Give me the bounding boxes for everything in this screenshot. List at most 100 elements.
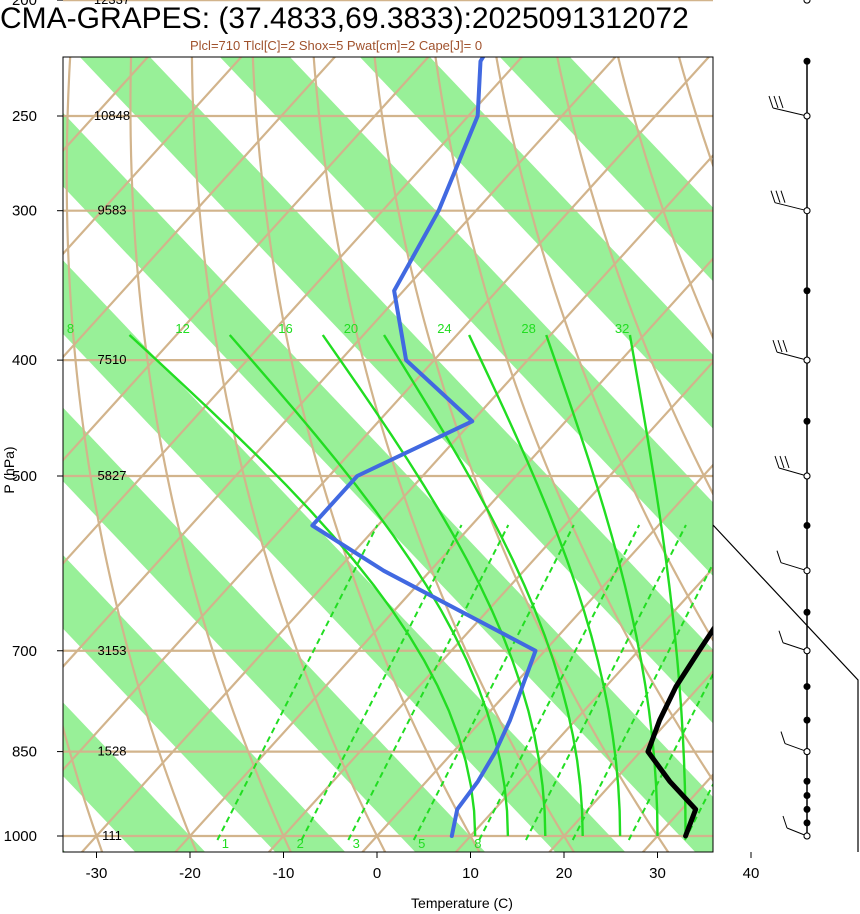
mixing-ratio-label: 3 <box>353 836 360 851</box>
temperature-tick-label: 40 <box>743 865 760 882</box>
isotherm-line <box>822 0 860 861</box>
adiabat-band <box>359 57 713 429</box>
wind-level-dot <box>803 716 811 724</box>
isobar-lines <box>63 0 713 838</box>
dry-adiabat-line <box>556 57 713 497</box>
saturated-adiabat <box>545 334 659 837</box>
dry-adiabat-line <box>129 57 292 852</box>
wind-barbs <box>712 0 859 852</box>
wind-level-open-dot <box>803 0 811 4</box>
adiabat-band <box>219 57 713 577</box>
wind-level-dot <box>803 792 811 800</box>
isotherm-line <box>267 360 713 852</box>
dry-adiabat-line <box>712 0 860 861</box>
wind-level-dot <box>803 683 811 691</box>
chart-title: CMA-GRAPES: (37.4833,69.3833):2025091312… <box>0 2 689 35</box>
wind-level-dot <box>803 522 811 530</box>
saturated-adiabat <box>382 334 584 837</box>
isotherm-line <box>454 566 713 852</box>
y-axis-label: P (hPa) <box>1 446 17 493</box>
temperature-tick-label: -20 <box>179 865 201 882</box>
height-label: 12337 <box>94 0 130 7</box>
wind-level-dot <box>803 608 811 616</box>
isotherm-line <box>0 0 108 861</box>
mixing-ratio-line <box>300 524 463 841</box>
mixing-ratio-label: 5 <box>418 836 425 851</box>
isotherm-line <box>63 57 337 359</box>
wind-barb-flag <box>780 190 786 203</box>
wind-level-dot <box>803 417 811 425</box>
pressure-tick-label: 200 <box>12 0 37 9</box>
dry-adiabat-line <box>809 0 860 861</box>
mixing-ratio-line <box>347 524 510 841</box>
saturated-adiabat-label: 8 <box>67 321 74 336</box>
saturated-adiabat <box>628 334 687 837</box>
saturated-adiabat <box>321 334 547 837</box>
wind-level-dot <box>803 777 811 785</box>
wind-level-open-dot <box>803 647 811 655</box>
height-label: 5827 <box>98 468 127 483</box>
dry-adiabat-line <box>63 723 104 852</box>
wind-barb-flag <box>772 339 778 353</box>
wind-level-dot <box>803 287 811 295</box>
isotherm-line <box>641 773 713 852</box>
wind-panel-outline <box>712 524 859 852</box>
isotherm-line <box>361 463 713 852</box>
mixing-ratio-line <box>525 524 687 841</box>
isotherm-lines <box>0 0 860 861</box>
temperature-tick-label: 0 <box>373 865 381 882</box>
mixing-ratio-line <box>741 525 860 840</box>
adiabat-band <box>499 57 713 282</box>
dry-adiabat-line <box>312 57 576 852</box>
axis-labels: 1000850700500400300250200150100166261416… <box>4 0 760 882</box>
dry-adiabat-line <box>761 0 860 861</box>
dry-adiabat-line <box>65 57 198 852</box>
adiabat-band <box>63 702 206 852</box>
height-label: 7510 <box>98 352 127 367</box>
height-label: 1528 <box>98 744 127 759</box>
dry-adiabat-line <box>617 57 713 341</box>
wind-level-dot <box>803 805 811 813</box>
saturated-adiabat-label: 32 <box>615 321 629 336</box>
mixing-ratio-lines: 8 12 16 20 24 28 321 2 3 5 8 <box>67 321 860 851</box>
temperature-tick-label: 20 <box>556 865 573 882</box>
dry-adiabat-line <box>495 57 713 643</box>
temperature-tick-label: 10 <box>462 865 479 882</box>
wind-level-open-dot <box>803 567 811 575</box>
isotherm-line <box>174 257 713 852</box>
wind-barb <box>784 743 808 753</box>
dry-adiabat-line <box>664 0 860 861</box>
wind-barb-flag <box>784 455 790 469</box>
isotherm-line <box>63 57 243 256</box>
isotherm-line <box>728 0 860 861</box>
adiabat-band <box>63 554 346 852</box>
wind-barb-flag <box>777 339 783 353</box>
dry-adiabat-line <box>0 0 35 861</box>
wind-barb <box>782 642 808 652</box>
wind-barb-flag <box>774 455 780 469</box>
wind-barb-flag <box>775 190 781 203</box>
wind-barb-flag <box>780 731 786 744</box>
wind-barb <box>776 351 808 361</box>
saturated-adiabat <box>128 334 477 837</box>
mixing-ratio-line <box>412 524 575 841</box>
pressure-tick-label: 400 <box>12 352 37 369</box>
wind-barb <box>772 107 808 117</box>
pressure-tick-label: 1000 <box>4 828 37 845</box>
isotherm-line <box>63 57 524 566</box>
plot-frame <box>62 56 714 853</box>
chart-subtitle: Plcl=710 Tlcl[C]=2 Shox=5 Pwat[cm]=2 Cap… <box>190 38 482 53</box>
temperature-tick-label: -10 <box>273 865 295 882</box>
x-axis-label: Temperature (C) <box>411 895 513 911</box>
isotherm-line <box>63 57 711 772</box>
wind-barb-flag <box>782 339 788 353</box>
saturated-adiabat-label: 24 <box>437 321 451 336</box>
wind-barb <box>780 562 808 572</box>
pressure-tick-label: 500 <box>12 468 37 485</box>
isotherm-line <box>80 153 713 852</box>
height-label: 111 <box>102 828 122 843</box>
adiabat-band <box>63 849 66 852</box>
